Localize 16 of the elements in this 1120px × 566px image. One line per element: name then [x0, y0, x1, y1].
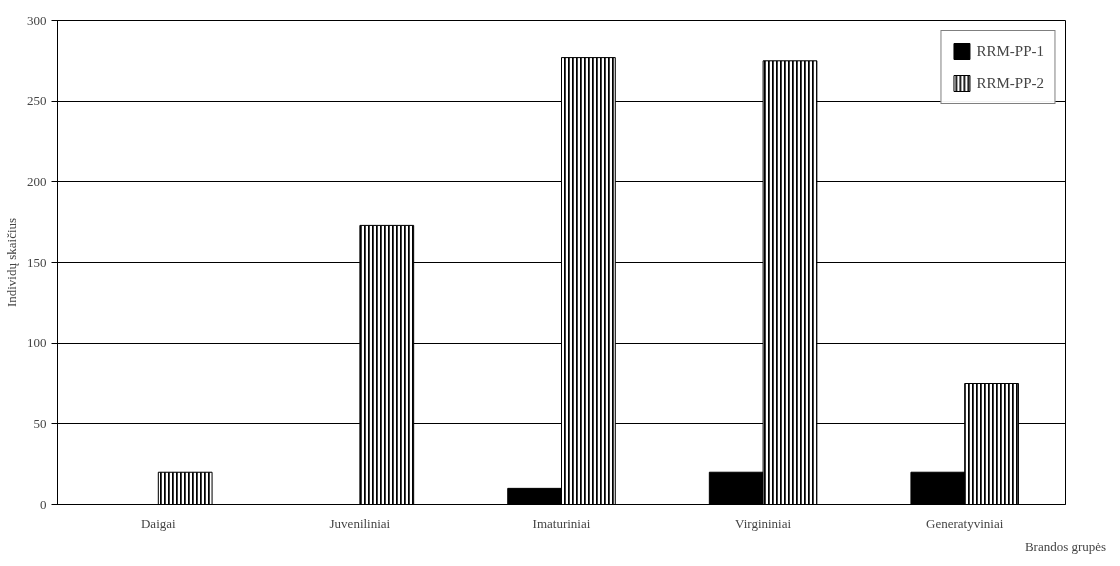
y-tick-label: 50: [33, 415, 47, 431]
x-tick-label: Virgininiai: [735, 515, 792, 531]
x-axis-title: Brandos grupės: [1024, 538, 1107, 554]
x-tick-label: Juveniliniai: [329, 515, 391, 531]
y-tick-label: 0: [40, 496, 47, 512]
y-axis-title: Individų skaičius: [4, 217, 19, 308]
legend-label: RRM-PP-1: [976, 42, 1044, 60]
x-tick-label: Generatyviniai: [926, 515, 1004, 531]
x-tick-label: Imaturiniai: [532, 515, 591, 531]
y-tick-label: 100: [27, 335, 47, 351]
y-tick-label: 250: [27, 93, 47, 109]
legend-label: RRM-PP-2: [976, 74, 1044, 92]
y-tick-label: 300: [27, 12, 47, 28]
x-tick-label: Daigai: [140, 515, 177, 531]
y-tick-label: 200: [27, 173, 47, 189]
y-tick-label: 150: [27, 254, 47, 270]
